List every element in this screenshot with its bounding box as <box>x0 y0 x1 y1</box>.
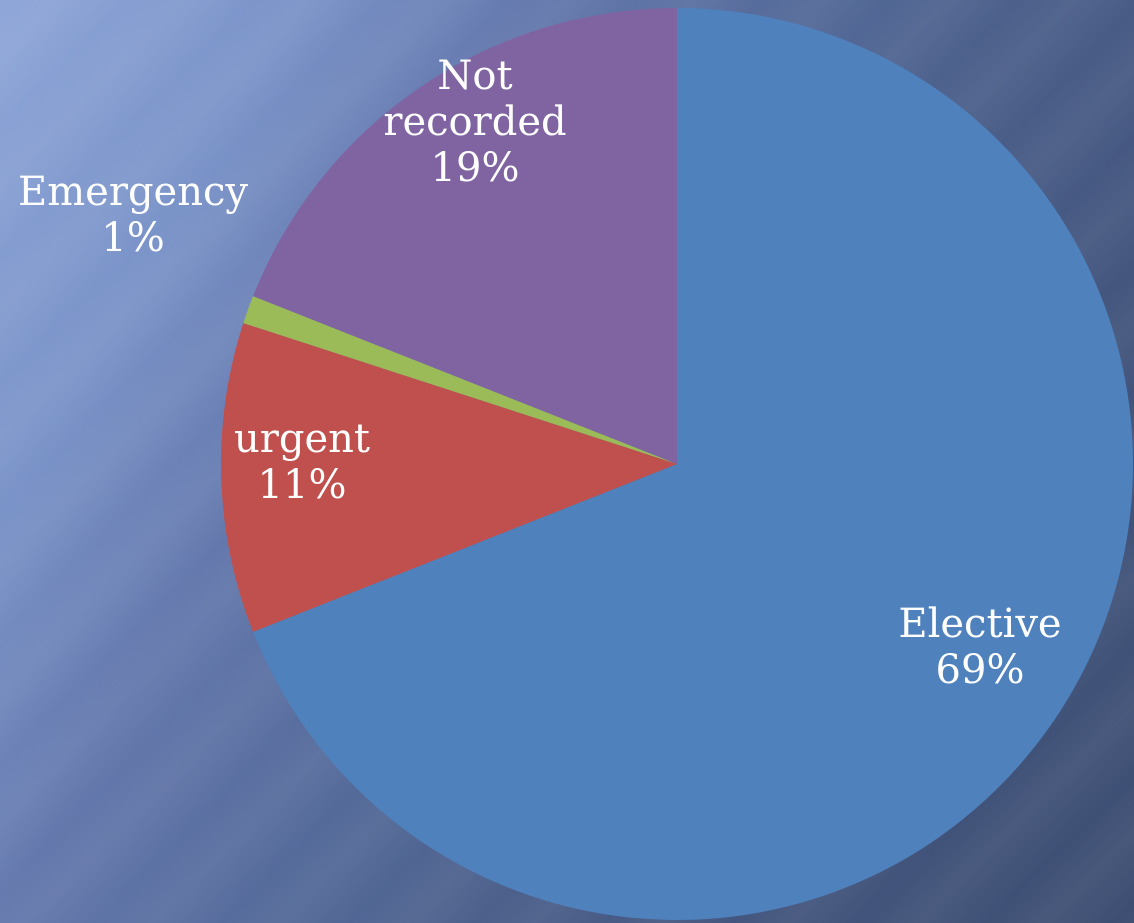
pie-slices <box>221 8 1134 921</box>
slice-label-urgent: urgent 11% <box>234 416 370 508</box>
slice-name-not-recorded: Not <box>437 53 512 99</box>
slice-label-emergency: Emergency 1% <box>18 169 248 261</box>
pie-slice-elective <box>253 8 1134 921</box>
slice-label-elective: Elective 69% <box>898 601 1061 693</box>
pie-slice-not-recorded <box>253 8 678 464</box>
slice-name-not-recorded: recorded <box>383 99 566 145</box>
slice-percent-not-recorded: 19% <box>431 145 520 191</box>
slice-percent-urgent: 11% <box>258 462 347 508</box>
slice-percent-elective: 69% <box>936 647 1025 693</box>
slice-label-not-recorded: Not recorded 19% <box>383 53 566 191</box>
slice-name-elective: Elective <box>898 601 1061 647</box>
slice-name-emergency: Emergency <box>18 169 248 215</box>
pie-slice-urgent <box>221 323 678 632</box>
slice-name-urgent: urgent <box>234 416 370 462</box>
pie-slice-emergency <box>243 296 677 464</box>
slice-percent-emergency: 1% <box>101 215 164 261</box>
pie-labels: Elective 69% urgent 11% Emergency 1% Not record… <box>18 53 1062 693</box>
